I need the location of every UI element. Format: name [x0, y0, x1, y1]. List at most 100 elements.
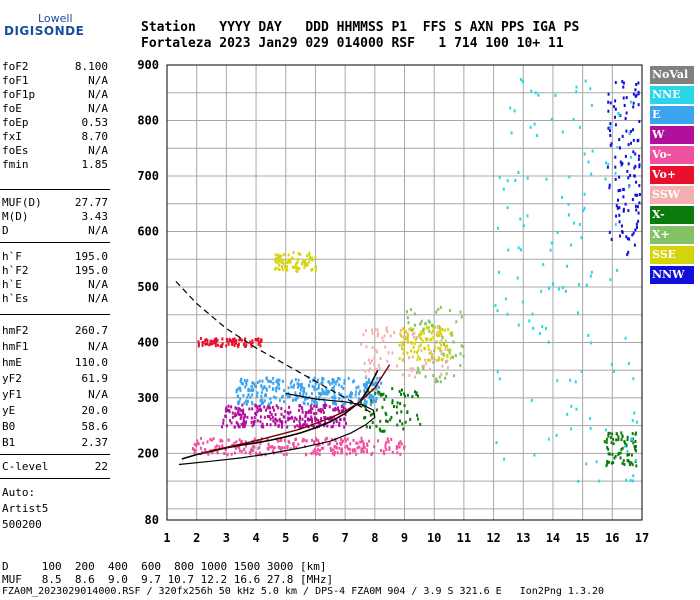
echo-point [249, 452, 252, 456]
param-label: hmE [2, 356, 22, 369]
echo-point [337, 377, 340, 380]
echo-point [253, 384, 256, 388]
echo-point [376, 350, 379, 354]
echo-point [633, 411, 636, 415]
echo-point [607, 447, 610, 451]
echo-point [416, 358, 419, 362]
echo-point [295, 265, 298, 269]
echo-point [296, 382, 299, 386]
param-label: h`F2 [2, 264, 29, 277]
echo-point [243, 379, 246, 383]
echo-point [243, 401, 246, 405]
echo-point [357, 398, 360, 402]
echo-point [233, 441, 236, 445]
echo-point [324, 416, 327, 420]
y-tick-label: 500 [137, 280, 159, 294]
echo-point [498, 270, 500, 274]
echo-point [304, 261, 307, 264]
x-tick-label: 8 [371, 531, 378, 545]
echo-point [328, 405, 331, 409]
echo-point [605, 437, 608, 441]
echo-point [374, 391, 377, 395]
echo-point [610, 362, 613, 366]
echo-point [420, 337, 423, 341]
echo-point [384, 443, 387, 447]
echo-point [609, 144, 612, 147]
echo-point [214, 445, 217, 449]
echo-point [249, 395, 252, 399]
echo-point [355, 386, 358, 390]
echo-point [627, 250, 630, 254]
echo-point [244, 340, 247, 344]
echo-point [621, 461, 624, 465]
echo-point [250, 447, 253, 451]
echo-point [621, 230, 624, 233]
echo-point [627, 185, 630, 189]
echo-point [385, 326, 388, 330]
echo-point [634, 439, 637, 443]
echo-point [293, 383, 296, 387]
echo-point [432, 335, 435, 339]
echo-point [632, 377, 635, 381]
echo-point [494, 304, 497, 307]
echo-point [606, 462, 609, 466]
param-value: 110.0 [74, 356, 108, 369]
echo-point [440, 372, 443, 376]
echo-point [256, 394, 259, 398]
echo-point [607, 126, 610, 130]
echo-point [403, 392, 406, 396]
echo-point [256, 410, 259, 414]
echo-point [272, 376, 275, 380]
echo-point [582, 209, 585, 212]
echo-points [192, 78, 641, 483]
echo-point [299, 422, 302, 426]
echo-point [622, 207, 625, 211]
echo-point [280, 254, 283, 258]
echo-point [578, 223, 581, 226]
echo-point [459, 364, 462, 368]
echo-point [428, 329, 431, 333]
echo-point [335, 418, 338, 422]
echo-point [274, 423, 277, 427]
echo-point [388, 368, 391, 372]
echo-point [363, 385, 366, 389]
echo-point [206, 440, 209, 444]
echo-point [613, 456, 616, 460]
echo-point [352, 438, 355, 442]
echo-point [289, 381, 292, 385]
echo-point [425, 361, 428, 365]
echo-point [308, 384, 311, 388]
echo-point [637, 138, 640, 142]
echo-point [440, 334, 443, 337]
echo-point [311, 438, 313, 442]
echo-point [298, 267, 301, 270]
param-separator [0, 478, 110, 479]
echo-point [398, 445, 401, 449]
echo-point [401, 343, 404, 347]
echo-point [237, 343, 240, 346]
echo-point [627, 362, 630, 365]
echo-point [616, 206, 619, 210]
echo-point [332, 401, 335, 405]
echo-point [623, 463, 626, 466]
echo-point [280, 422, 283, 426]
echo-point [634, 447, 637, 451]
echo-point [435, 310, 438, 314]
echo-point [226, 409, 228, 412]
echo-point [371, 421, 374, 424]
param-label: M(D) [2, 210, 29, 223]
echo-point [244, 337, 247, 341]
echo-point [216, 444, 219, 448]
echo-point [296, 396, 299, 400]
echo-point [443, 328, 446, 332]
x-tick-label: 1 [163, 531, 170, 545]
echo-point [239, 380, 242, 383]
echo-point [276, 419, 279, 423]
header-labels: Station YYYY DAY DDD HHMMSS P1 FFS S AXN… [141, 20, 580, 35]
echo-point [537, 93, 540, 97]
echo-point [411, 395, 414, 399]
echo-point [318, 441, 320, 445]
echo-point [449, 308, 452, 312]
echo-point [305, 411, 308, 415]
echo-point [251, 393, 254, 397]
